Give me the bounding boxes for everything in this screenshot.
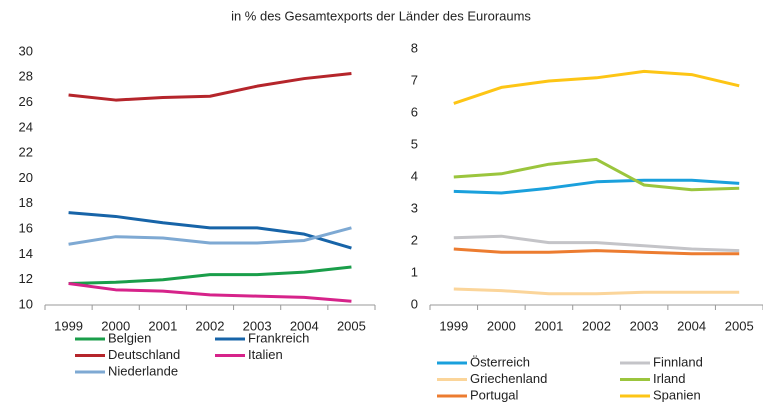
series-line	[68, 282, 352, 303]
x-tick-label: 1999	[54, 318, 83, 333]
legend-label: Italien	[248, 347, 283, 362]
series-line	[453, 247, 740, 256]
y-tick-label: 18	[19, 195, 33, 210]
y-tick-label: 26	[19, 94, 33, 109]
y-tick-label: 1	[411, 264, 418, 279]
legend-label: Österreich	[470, 354, 530, 369]
y-tick-label: 12	[19, 271, 33, 286]
y-tick-label: 20	[19, 170, 33, 185]
y-tick-label: 3	[411, 200, 418, 215]
series-line	[453, 287, 740, 296]
series-line	[68, 265, 352, 285]
x-tick-label: 2000	[487, 318, 516, 333]
legend-label: Portugal	[470, 387, 519, 402]
y-tick-label: 4	[411, 168, 418, 183]
legend-label: Deutschland	[108, 347, 180, 362]
x-tick-label: 2003	[243, 318, 272, 333]
y-tick-label: 0	[411, 296, 418, 311]
series-line	[453, 69, 740, 105]
legend-label: Niederlande	[108, 363, 178, 378]
y-tick-label: 10	[19, 296, 33, 311]
series-line	[68, 211, 352, 250]
x-tick-label: 2003	[630, 318, 659, 333]
y-tick-label: 7	[411, 72, 418, 87]
x-tick-label: 2002	[582, 318, 611, 333]
series-line	[453, 234, 740, 253]
x-tick-label: 2002	[196, 318, 225, 333]
x-tick-label: 2005	[337, 318, 366, 333]
series-line	[68, 226, 352, 246]
y-tick-label: 16	[19, 221, 33, 236]
x-tick-label: 2004	[290, 318, 319, 333]
legend-label: Spanien	[653, 387, 701, 402]
x-tick-label: 2005	[725, 318, 754, 333]
y-tick-label: 8	[411, 40, 418, 55]
y-tick-label: 30	[19, 43, 33, 58]
y-tick-label: 22	[19, 145, 33, 160]
y-tick-label: 14	[19, 246, 33, 261]
y-tick-label: 5	[411, 136, 418, 151]
x-tick-label: 2001	[148, 318, 177, 333]
legend-label: Finnland	[653, 354, 703, 369]
x-tick-label: 2004	[677, 318, 706, 333]
legend-label: Griechenland	[470, 371, 547, 386]
series-line	[68, 72, 352, 102]
y-tick-label: 2	[411, 232, 418, 247]
x-tick-label: 2000	[101, 318, 130, 333]
x-tick-label: 1999	[439, 318, 468, 333]
series-line	[453, 178, 740, 195]
legend-label: Belgien	[108, 330, 151, 345]
y-tick-label: 24	[19, 119, 33, 134]
legend-label: Frankreich	[248, 330, 309, 345]
y-tick-label: 6	[411, 104, 418, 119]
y-tick-label: 28	[19, 69, 33, 84]
x-tick-label: 2001	[534, 318, 563, 333]
series-line	[453, 157, 740, 192]
chart-title: in % des Gesamtexports der Länder des Eu…	[231, 8, 531, 23]
legend-label: Irland	[653, 371, 686, 386]
